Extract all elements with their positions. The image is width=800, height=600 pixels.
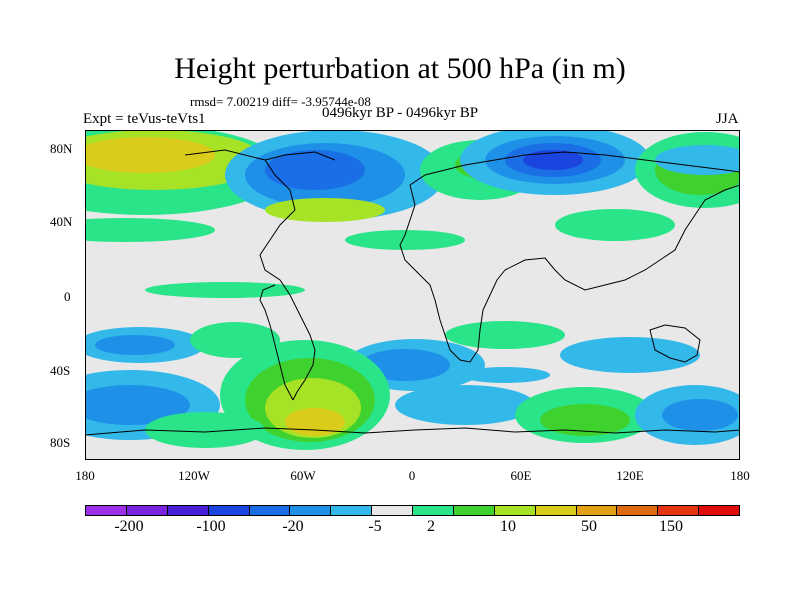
contour-fill [85, 130, 740, 450]
colorbar-cell [126, 506, 168, 515]
colorbar-cell [453, 506, 495, 515]
experiment-label: Expt = teVus-teVts1 [83, 111, 206, 127]
colorbar-cell [372, 506, 413, 515]
x-tick-label: 180 [75, 468, 95, 483]
colorbar-cell [699, 506, 739, 515]
y-tick-label: 40S [50, 363, 71, 378]
stats-text: rmsd= 7.00219 diff= -3.95744e-08 [190, 94, 371, 109]
x-tick-label: 120W [178, 468, 210, 483]
coastlines [85, 149, 740, 436]
x-tick-label: 60W [290, 468, 316, 483]
season-label: JJA [716, 111, 739, 127]
colorbar-cell [658, 506, 700, 515]
y-tick-label: 40N [50, 214, 73, 229]
colorbar-cell [208, 506, 250, 515]
plot-title: Height perturbation at 500 hPa (in m) [174, 52, 626, 85]
y-tick-label: 80S [50, 435, 71, 450]
colorbar-cell [249, 506, 291, 515]
colorbar-cell [576, 506, 618, 515]
x-tick-label: 180 [730, 468, 750, 483]
colorbar-label: -5 [368, 518, 382, 535]
x-tick-label: 60E [510, 468, 532, 483]
field-map [85, 130, 740, 460]
colorbar-cell [494, 506, 536, 515]
colorbar-cell [86, 506, 127, 515]
colorbar-cell [331, 506, 373, 515]
x-tick-label: 0 [408, 468, 416, 483]
colorbar-label: 10 [500, 518, 516, 535]
colorbar [85, 505, 740, 516]
colorbar-label: 150 [659, 518, 683, 535]
colorbar-label: -200 [114, 518, 144, 535]
colorbar-label: 2 [427, 518, 435, 535]
x-tick-label: 120E [616, 468, 644, 483]
colorbar-cell [617, 506, 659, 515]
y-tick-label: 80N [50, 141, 73, 156]
y-tick-label: 0 [64, 289, 71, 304]
colorbar-label: -20 [282, 518, 304, 535]
colorbar-label: -100 [196, 518, 226, 535]
period-text: 0496kyr BP - 0496kyr BP [322, 105, 479, 121]
colorbar-label: 50 [581, 518, 597, 535]
colorbar-cell [290, 506, 332, 515]
colorbar-cell [413, 506, 454, 515]
colorbar-cell [167, 506, 209, 515]
map-panel [85, 130, 740, 460]
colorbar-cell [535, 506, 577, 515]
